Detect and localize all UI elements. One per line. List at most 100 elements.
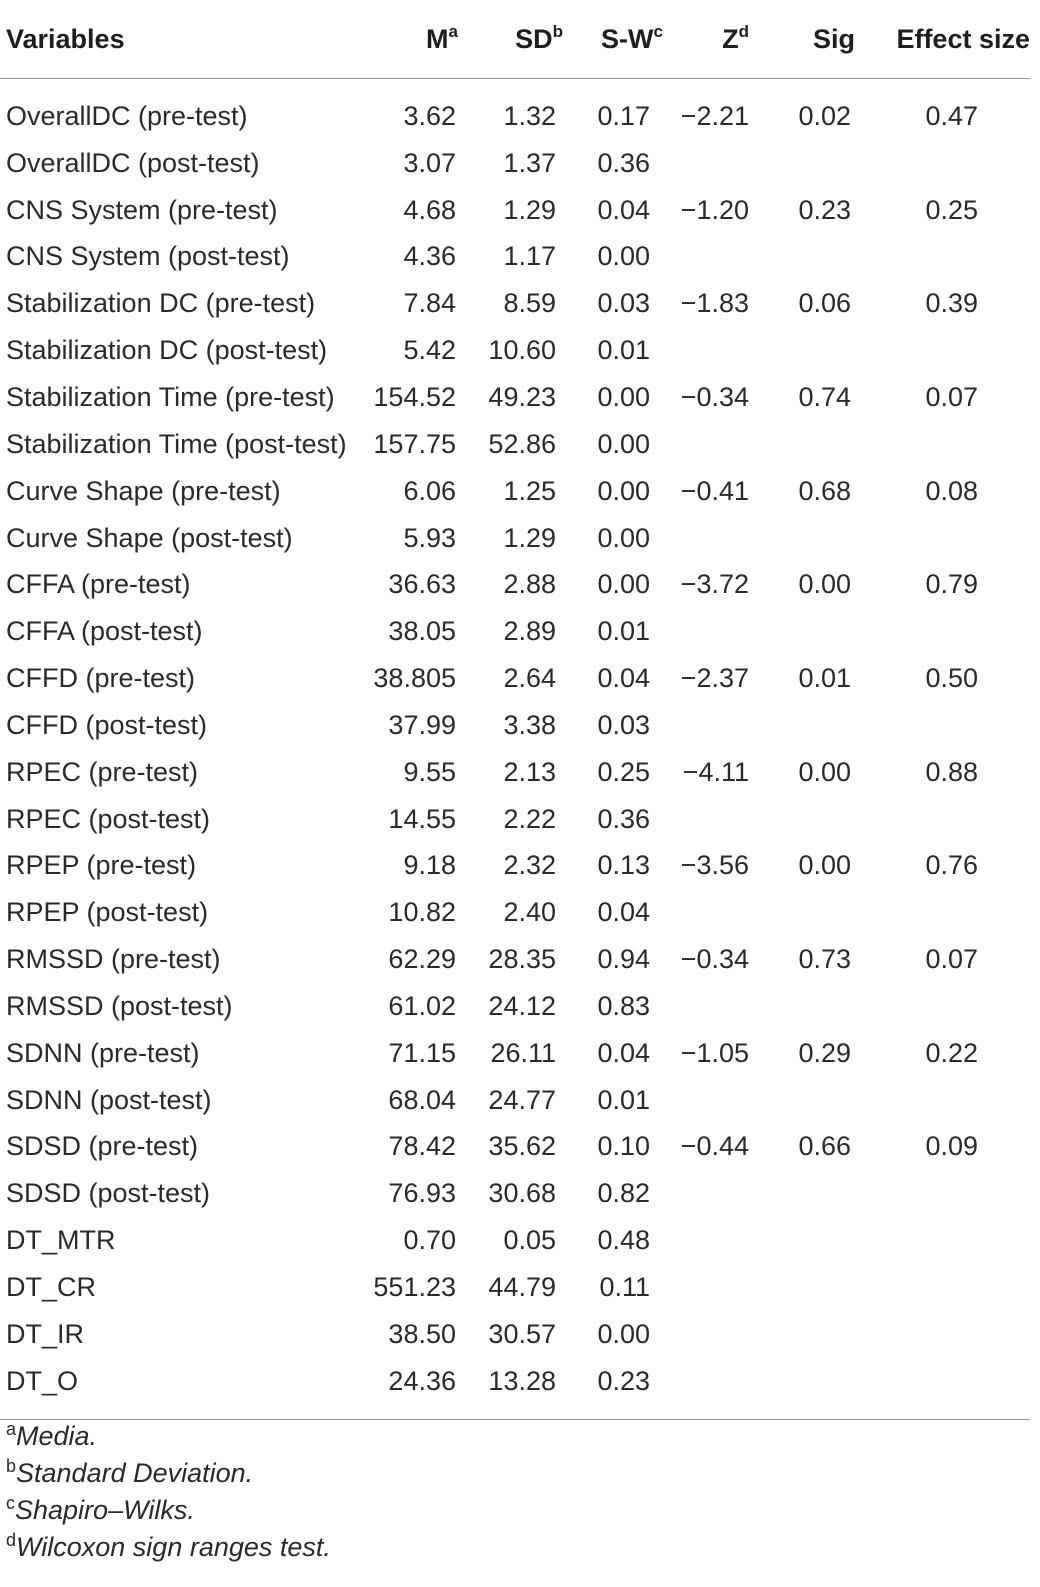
cell-sd: 2.32 (503, 850, 556, 881)
cell-mean: 14.55 (388, 803, 456, 834)
cell-mean: 3.62 (403, 100, 456, 131)
cell-sd: 10.60 (488, 335, 556, 366)
cell-sig: 0.00 (798, 756, 851, 787)
header-row: Variables Ma SDb S-Wc Zd Sig Effect size (0, 0, 1030, 79)
cell-sd: 52.86 (488, 428, 556, 459)
cell-z (663, 608, 771, 655)
cell-variable: CNS System (pre-test) (6, 194, 278, 225)
header-effect-size: Effect size (855, 0, 1030, 79)
cell-mean: 9.55 (403, 756, 456, 787)
footnote-mark: a (6, 1419, 17, 1439)
table-row: OverallDC (pre-test) 3.62 1.32 0.17 −2.21 0.0… (0, 79, 1030, 140)
cell-mean: 6.06 (403, 475, 456, 506)
cell-mean: 36.63 (388, 569, 456, 600)
cell-shapiro-wilk: 0.82 (597, 1178, 650, 1209)
table-row: SDSD (pre-test) 78.42 35.62 0.10 −0.44 0.66 0.… (0, 1124, 1030, 1171)
cell-z (663, 1077, 771, 1124)
cell-z: −3.72 (680, 569, 749, 600)
cell-shapiro-wilk: 0.36 (597, 803, 650, 834)
footnote-text: Media. (16, 1421, 98, 1451)
cell-mean: 38.05 (388, 616, 456, 647)
cell-sd: 30.57 (488, 1318, 556, 1349)
cell-sig (771, 140, 855, 187)
table-row: Stabilization Time (pre-test) 154.52 49.23… (0, 374, 1030, 421)
cell-variable: Stabilization Time (post-test) (6, 428, 347, 459)
cell-shapiro-wilk: 0.00 (597, 381, 650, 412)
cell-sig: 0.00 (798, 850, 851, 881)
cell-effect-size (855, 702, 1030, 749)
cell-sig (771, 889, 855, 936)
cell-sd: 24.12 (488, 990, 556, 1021)
cell-sd: 2.64 (503, 663, 556, 694)
footnote-text: Shapiro–Wilks. (15, 1495, 195, 1525)
cell-sig (771, 796, 855, 843)
cell-z (663, 796, 771, 843)
cell-shapiro-wilk: 0.00 (597, 475, 650, 506)
statistics-table: Variables Ma SDb S-Wc Zd Sig Effect size… (0, 0, 1030, 1420)
cell-z (663, 140, 771, 187)
cell-sig (771, 327, 855, 374)
cell-sd: 35.62 (488, 1131, 556, 1162)
table-row: RMSSD (post-test) 61.02 24.12 0.83 (0, 983, 1030, 1030)
table-row: CFFA (post-test) 38.05 2.89 0.01 (0, 608, 1030, 655)
cell-effect-size (855, 140, 1030, 187)
cell-sd: 3.38 (503, 709, 556, 740)
cell-effect-size: 0.07 (925, 944, 978, 975)
cell-shapiro-wilk: 0.04 (597, 663, 650, 694)
cell-z: −1.83 (680, 288, 749, 319)
table-footnotes: aMedia. bStandard Deviation. cShapiro–Wilk… (6, 1418, 331, 1566)
cell-sd: 2.88 (503, 569, 556, 600)
cell-sig (771, 702, 855, 749)
cell-mean: 7.84 (403, 288, 456, 319)
header-sd-footnote-mark: b (552, 21, 563, 41)
table-row: Stabilization Time (post-test) 157.75 52.8… (0, 421, 1030, 468)
table-row: CFFD (post-test) 37.99 3.38 0.03 (0, 702, 1030, 749)
cell-variable: OverallDC (pre-test) (6, 100, 248, 131)
table-row: Curve Shape (post-test) 5.93 1.29 0.00 (0, 515, 1030, 562)
cell-sig (771, 1357, 855, 1420)
cell-effect-size (855, 515, 1030, 562)
cell-shapiro-wilk: 0.01 (597, 1084, 650, 1115)
table-row: OverallDC (post-test) 3.07 1.37 0.36 (0, 140, 1030, 187)
cell-z (663, 1311, 771, 1358)
cell-mean: 62.29 (388, 944, 456, 975)
cell-shapiro-wilk: 0.01 (597, 335, 650, 366)
cell-z: −2.37 (680, 663, 749, 694)
table-row: DT_IR 38.50 30.57 0.00 (0, 1311, 1030, 1358)
table-row: CNS System (post-test) 4.36 1.17 0.00 (0, 234, 1030, 281)
table-row: Curve Shape (pre-test) 6.06 1.25 0.00 −0.41 0… (0, 468, 1030, 515)
cell-sig: 0.23 (798, 194, 851, 225)
cell-sig (771, 515, 855, 562)
cell-sig: 0.29 (798, 1037, 851, 1068)
header-variables: Variables (0, 0, 364, 79)
cell-z (663, 234, 771, 281)
cell-shapiro-wilk: 0.83 (597, 990, 650, 1021)
table-row: DT_MTR 0.70 0.05 0.48 (0, 1217, 1030, 1264)
cell-mean: 61.02 (388, 990, 456, 1021)
cell-z (663, 1357, 771, 1420)
cell-sd: 2.13 (503, 756, 556, 787)
cell-mean: 4.68 (403, 194, 456, 225)
cell-effect-size (855, 234, 1030, 281)
cell-shapiro-wilk: 0.94 (597, 944, 650, 975)
cell-sd: 26.11 (490, 1037, 556, 1068)
cell-effect-size: 0.88 (925, 756, 978, 787)
cell-effect-size: 0.50 (925, 663, 978, 694)
cell-effect-size: 0.25 (925, 194, 978, 225)
cell-effect-size: 0.39 (925, 288, 978, 319)
cell-sd: 2.40 (503, 897, 556, 928)
table-row: DT_O 24.36 13.28 0.23 (0, 1357, 1030, 1420)
footnote-text: Wilcoxon sign ranges test. (16, 1532, 331, 1562)
table-row: SDNN (pre-test) 71.15 26.11 0.04 −1.05 0.29 0.… (0, 1030, 1030, 1077)
cell-variable: SDNN (pre-test) (6, 1037, 200, 1068)
cell-sd: 24.77 (488, 1084, 556, 1115)
header-z-footnote-mark: d (738, 21, 749, 41)
header-sw-footnote-mark: c (653, 21, 663, 41)
cell-mean: 38.50 (388, 1318, 456, 1349)
cell-variable: RPEC (pre-test) (6, 756, 199, 787)
cell-z: −1.20 (680, 194, 749, 225)
cell-shapiro-wilk: 0.10 (597, 1131, 650, 1162)
cell-effect-size: 0.08 (925, 475, 978, 506)
cell-mean: 78.42 (388, 1131, 456, 1162)
cell-shapiro-wilk: 0.00 (597, 522, 650, 553)
